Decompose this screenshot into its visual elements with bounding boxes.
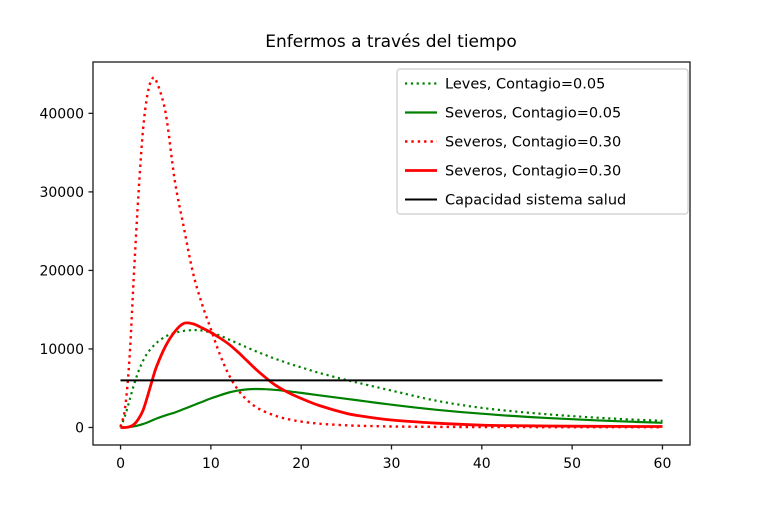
series-layer [119, 76, 663, 429]
legend-box [396, 68, 689, 215]
series-line-1 [120, 387, 663, 429]
legend: Leves, Contagio=0.05 Severos, Contagio=0.… [396, 68, 689, 215]
y-tick-label: 0 [75, 420, 84, 436]
series-line-2 [119, 76, 663, 429]
axes-ticks-layer: 0 10 20 30 40 50 60 0 10000 20000 30000 40000 [39, 106, 671, 472]
legend-label-3: Severos, Contagio=0.30 [445, 164, 621, 180]
y-tick-label: 30000 [39, 185, 84, 201]
chart-title: Enfermos a través del tiempo [265, 32, 517, 52]
x-tick-label: 60 [654, 456, 672, 472]
series-line-3 [120, 321, 663, 429]
x-tick-label: 30 [383, 456, 401, 472]
y-tick-label: 40000 [39, 106, 84, 122]
y-tick-label: 20000 [39, 263, 84, 279]
legend-label-0: Leves, Contagio=0.05 [445, 77, 605, 93]
legend-label-1: Severos, Contagio=0.05 [445, 106, 621, 122]
x-tick-label: 0 [116, 456, 125, 472]
x-tick-label: 20 [292, 456, 310, 472]
x-tick-label: 10 [202, 456, 220, 472]
y-tick-label: 10000 [39, 342, 84, 358]
series-line-0 [119, 328, 663, 428]
x-tick-label: 50 [563, 456, 581, 472]
legend-label-2: Severos, Contagio=0.30 [445, 135, 621, 151]
legend-label-4: Capacidad sistema salud [445, 193, 626, 209]
x-tick-label: 40 [473, 456, 491, 472]
